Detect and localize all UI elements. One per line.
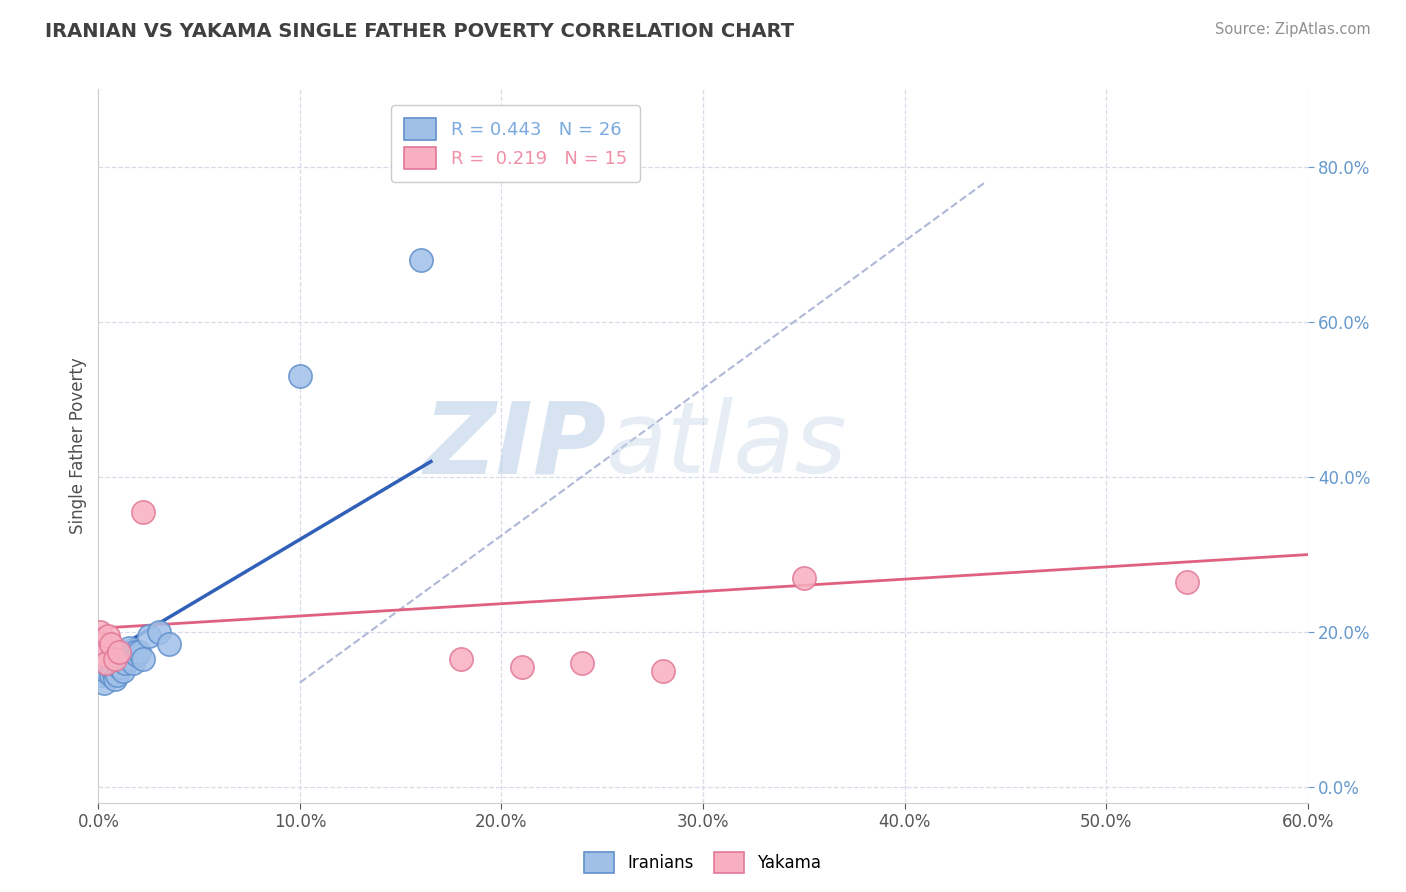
Point	[115, 644, 138, 658]
Point	[571, 656, 593, 670]
Point	[97, 629, 120, 643]
Text: Source: ZipAtlas.com: Source: ZipAtlas.com	[1215, 22, 1371, 37]
Point	[105, 668, 128, 682]
Text: ZIP: ZIP	[423, 398, 606, 494]
Point	[118, 640, 141, 655]
Point	[793, 571, 815, 585]
Point	[651, 664, 673, 678]
Point	[510, 660, 533, 674]
Point	[157, 637, 180, 651]
Point	[97, 656, 120, 670]
Point	[110, 660, 132, 674]
Point	[120, 652, 142, 666]
Point	[100, 668, 122, 682]
Point	[89, 660, 111, 674]
Point	[91, 637, 114, 651]
Point	[132, 505, 155, 519]
Point	[124, 644, 146, 658]
Point	[89, 625, 111, 640]
Point	[91, 668, 114, 682]
Point	[103, 672, 125, 686]
Point	[1175, 574, 1198, 589]
Point	[93, 675, 115, 690]
Point	[107, 644, 129, 658]
Text: IRANIAN VS YAKAMA SINGLE FATHER POVERTY CORRELATION CHART: IRANIAN VS YAKAMA SINGLE FATHER POVERTY …	[45, 22, 794, 41]
Legend: R = 0.443   N = 26, R =  0.219   N = 15: R = 0.443 N = 26, R = 0.219 N = 15	[391, 105, 640, 182]
Point	[100, 637, 122, 651]
Point	[103, 652, 125, 666]
Point	[111, 664, 134, 678]
Point	[128, 644, 150, 658]
Point	[409, 252, 432, 267]
Point	[96, 656, 118, 670]
Point	[132, 652, 155, 666]
Point	[93, 648, 115, 663]
Point	[138, 629, 160, 643]
Point	[101, 664, 124, 678]
Point	[107, 660, 129, 674]
Y-axis label: Single Father Poverty: Single Father Poverty	[69, 358, 87, 534]
Point	[96, 664, 118, 678]
Point	[121, 656, 143, 670]
Point	[288, 369, 311, 384]
Point	[114, 656, 136, 670]
Point	[450, 652, 472, 666]
Point	[125, 648, 148, 663]
Legend: Iranians, Yakama: Iranians, Yakama	[578, 846, 828, 880]
Point	[148, 625, 170, 640]
Text: atlas: atlas	[606, 398, 848, 494]
